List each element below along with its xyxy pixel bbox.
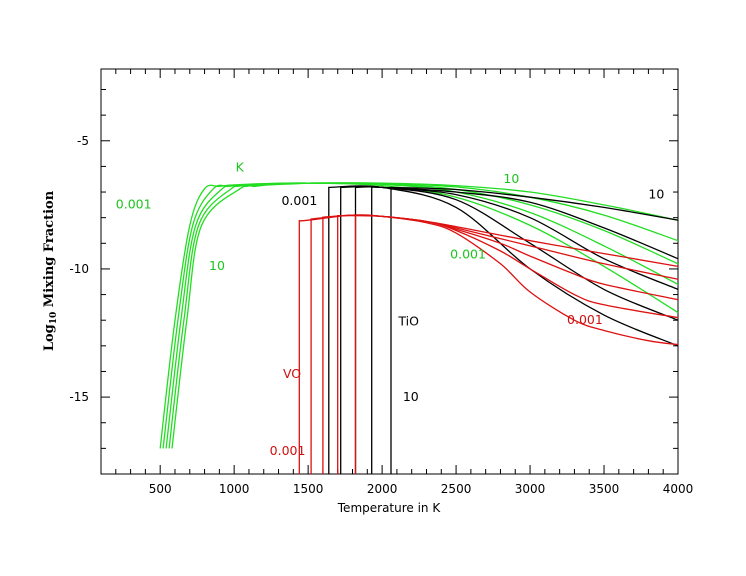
- x-tick-label: 1000: [219, 482, 250, 496]
- series-line-vo-0-01: [310, 214, 679, 474]
- annotation-label: K: [236, 160, 245, 175]
- annotation-label: 0.001: [281, 193, 317, 208]
- x-axis-ticks: 500 1000 1500 2000 2500 3000 3500 4000: [149, 482, 694, 496]
- annotation-label: 10: [403, 389, 419, 404]
- x-axis-label: Temperature in K: [337, 501, 442, 515]
- y-tick-label: -15: [69, 390, 89, 404]
- annotation-label: 0.001: [270, 443, 306, 458]
- series-lines: [159, 182, 679, 474]
- plot-frame: [100, 68, 679, 475]
- series-line-tio-0-001: [328, 185, 679, 474]
- annotation-label: 10: [503, 171, 519, 186]
- annotations: K 10 0.001 10 0.001 10 0.001 TiO 10 VO 0.001 0.001: [116, 160, 665, 458]
- x-tick-label: 500: [149, 482, 172, 496]
- x-tick-label: 3500: [589, 482, 620, 496]
- y-axis-ticks: -15 -10 -5: [69, 134, 89, 404]
- annotation-label: TiO: [397, 313, 419, 328]
- x-tick-label: 3000: [515, 482, 546, 496]
- x-tick-label: 2000: [367, 482, 398, 496]
- annotation-label: 0.001: [450, 247, 486, 262]
- y-axis-label-sub: 10: [49, 312, 59, 325]
- annotation-label: VO: [283, 366, 301, 381]
- minor-ticks: [100, 69, 679, 475]
- x-tick-label: 1500: [293, 482, 324, 496]
- annotation-label: 0.001: [567, 312, 603, 327]
- series-line-tio-0-1: [354, 186, 679, 474]
- y-tick-label: -5: [77, 134, 89, 148]
- y-tick-label: -10: [69, 262, 89, 276]
- series-line-tio-1: [371, 186, 679, 474]
- x-tick-label: 2500: [441, 482, 472, 496]
- series-line-k-10: [171, 182, 679, 449]
- annotation-label: 0.001: [116, 197, 152, 212]
- x-tick-label: 4000: [663, 482, 694, 496]
- y-axis-label: Log10 Mixing Fraction: [42, 190, 59, 351]
- y-axis-label-main: Log: [42, 324, 57, 351]
- y-axis-label-rest: Mixing Fraction: [42, 190, 57, 311]
- series-line-vo-0-1: [322, 214, 679, 474]
- series-line-vo-10: [354, 214, 679, 474]
- series-line-tio-10: [390, 186, 679, 474]
- annotation-label: 10: [209, 258, 225, 273]
- annotation-label: 10: [648, 186, 664, 201]
